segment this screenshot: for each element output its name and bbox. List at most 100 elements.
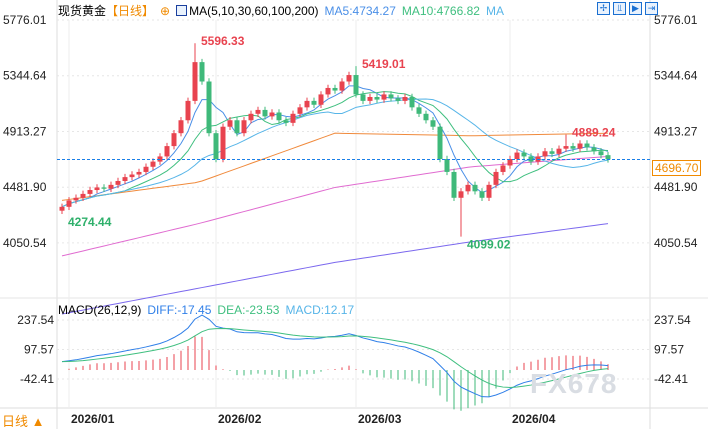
candle-body [353,75,359,95]
candle-body [479,191,485,198]
watermark-logo: FX678 [530,368,618,399]
instrument-title: 现货黄金 [58,4,107,18]
zoom-range-icon[interactable]: ⫫ [613,2,626,15]
candle-body [591,147,597,152]
chart-header: 现货黄金 【日线】 ⊕ MA(5,10,30,60,100,200) MA5:4… [58,2,504,19]
candle-body [241,120,247,134]
last-price-tag: 4696.70 [652,160,702,176]
candle-body [430,120,436,127]
candle-body [332,87,338,91]
candle-body [507,159,513,166]
candle-body [283,120,289,123]
candle-body [178,120,184,134]
candle-body [423,113,429,121]
timeframe-selector[interactable]: 日线 ▲ [2,414,45,429]
candle-body [346,75,352,82]
candle-body [80,193,86,198]
macd-axis-label-left: 97.57 [24,342,54,356]
candle-body [199,62,205,82]
candle-body [402,97,408,101]
candle-body [444,159,450,172]
candle-body [248,113,254,121]
candle-body [255,109,261,114]
candle-body [192,62,198,101]
candle-body [367,97,373,101]
diff-value: DIFF:-17.45 [147,303,212,317]
candle-body [297,107,303,114]
candle-body [59,206,65,211]
macd-axis-label-left: -42.41 [20,372,54,386]
candle-body [227,120,233,127]
candle-body [451,171,457,198]
macd-header: MACD(26,12,9) DIFF:-17.45 DEA:-23.53 MAC… [58,303,354,317]
ma-line-ma100 [61,223,609,315]
candle-body [500,165,506,172]
crosshair-icon[interactable]: ✢ [597,2,610,15]
candle-body [115,180,121,185]
candle-body [549,151,555,154]
ma5-value: MA5:4734.27 [324,3,396,18]
jump-end-icon[interactable]: ⇥ [645,2,658,15]
macd-axis-label-right: 97.57 [654,342,684,356]
candle-body [542,151,548,157]
candle-body [360,94,366,101]
candle-body [388,94,394,99]
ma-indicator-label: MA(5,10,30,60,100,200) [189,3,319,18]
candle-body [339,81,345,91]
candle-body [311,100,317,105]
price-axis-label-left: 4050.54 [3,236,47,250]
candle-body [528,156,534,162]
price-annotation: 4889.24 [572,126,616,140]
candle-body [409,97,415,108]
candle-body [87,190,93,194]
candle-body [395,98,401,101]
candle-body [584,143,590,148]
candle-body [458,191,464,198]
price-annotation: 5596.33 [201,34,245,48]
candle-body [570,146,576,149]
ma-line-ma5 [61,85,609,208]
candle-body [556,148,562,154]
ma-line-ma30 [61,132,609,201]
candle-body [220,126,226,160]
candle-body [493,171,499,185]
candle-body [472,184,478,192]
price-axis-label-right: 4050.54 [654,236,698,250]
macd-axis-label-right: 237.54 [654,313,691,327]
candle-body [521,152,527,157]
candle-body [150,161,156,167]
candle-body [381,94,387,100]
candle-body [598,151,604,156]
candle-body [213,133,219,160]
ma-more: MA [485,3,504,18]
candle-body [486,184,492,198]
macd-label: MACD(26,12,9) [58,303,142,317]
settings-icon[interactable]: ⊕ [160,3,171,18]
price-axis-label-right: 5344.64 [654,69,698,83]
candle-body [171,133,177,147]
candle-body [136,171,142,175]
macd-axis-label-left: 237.54 [17,313,54,327]
price-annotation: 4099.02 [467,238,511,252]
candle-body [465,184,471,192]
candle-body [318,94,324,105]
macd-value: MACD:12.17 [285,303,355,317]
period-label[interactable]: 【日线】 [106,4,155,18]
price-axis-label-right: 5776.01 [654,13,698,27]
play-icon[interactable]: ▶ [629,2,642,15]
chart-toolbar: ✢ ⫫ ▶ ⇥ [597,2,658,15]
candle-body [73,197,79,201]
ma-line-ma10 [61,91,609,208]
candle-body [143,166,149,172]
candle-body [416,107,422,114]
time-axis-label: 2026/02 [218,412,262,426]
candle-body [66,200,72,207]
time-axis-label: 2026/01 [71,412,115,426]
ma-line-ma20 [61,98,609,208]
candle-body [304,100,310,108]
ma-indicator-icon[interactable] [176,5,188,16]
macd-diff-line [61,314,609,398]
candle-body [437,126,443,160]
candle-body [129,174,135,178]
